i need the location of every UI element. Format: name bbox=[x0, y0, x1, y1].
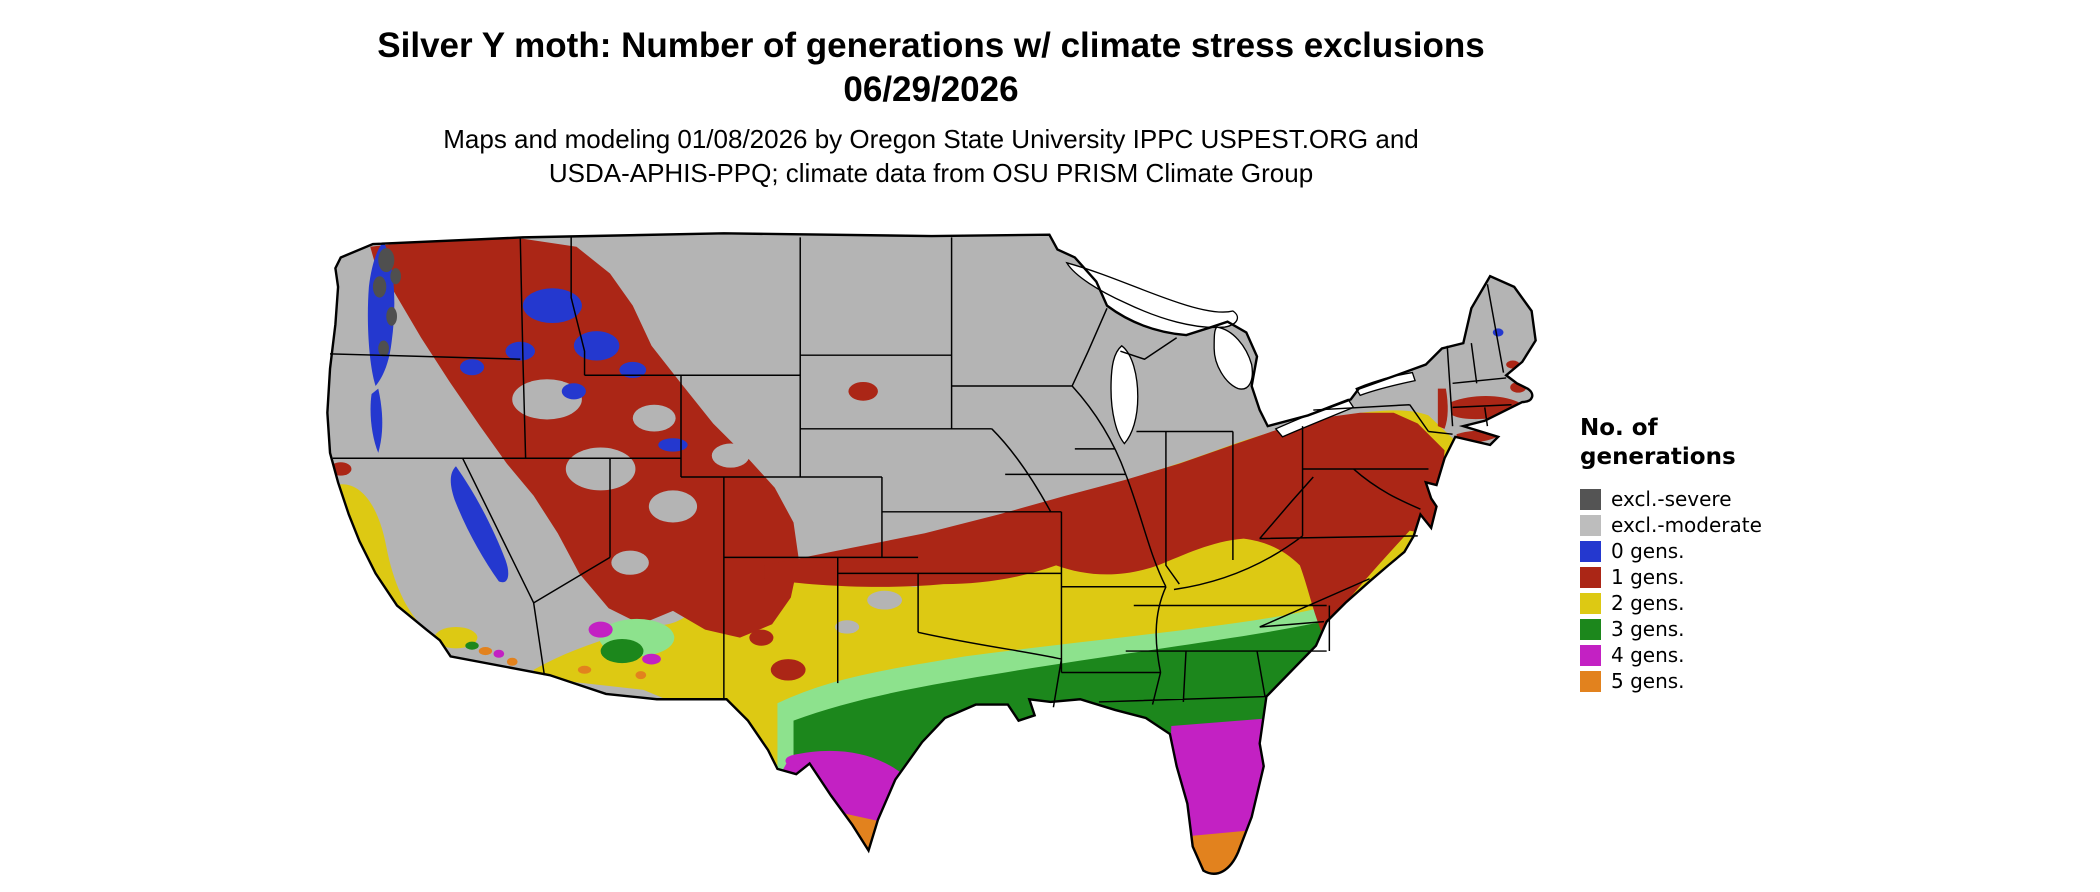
legend-item: 3 gens. bbox=[1580, 616, 1840, 642]
legend-swatch bbox=[1580, 592, 1601, 614]
legend-item-label: excl.-severe bbox=[1611, 487, 1732, 511]
legend-swatch bbox=[1580, 670, 1601, 692]
region-1gen-east-band bbox=[764, 412, 1448, 638]
legend-item-label: 5 gens. bbox=[1611, 669, 1685, 693]
legend-item-label: 0 gens. bbox=[1611, 539, 1685, 563]
lake-michigan bbox=[1110, 344, 1139, 445]
subtitle-block: Maps and modeling 01/08/2026 by Oregon S… bbox=[0, 122, 1862, 190]
legend-item: 5 gens. bbox=[1580, 668, 1840, 694]
legend-swatch bbox=[1580, 540, 1601, 562]
legend: No. of generations excl.-severe excl.-mod… bbox=[1580, 414, 1840, 694]
lake-huron bbox=[1213, 326, 1253, 390]
lake-superior bbox=[1065, 261, 1239, 329]
region-4gens-texas bbox=[764, 750, 907, 871]
legend-swatch bbox=[1580, 514, 1601, 536]
us-map-svg bbox=[326, 232, 1537, 875]
legend-item: excl.-severe bbox=[1580, 486, 1840, 512]
map-credits-line1: Maps and modeling 01/08/2026 by Oregon S… bbox=[443, 124, 1419, 154]
map-title: Silver Y moth: Number of generations w/ … bbox=[377, 26, 1485, 65]
legend-swatch bbox=[1580, 488, 1601, 510]
region-excl-severe bbox=[372, 248, 402, 357]
legend-items: excl.-severe excl.-moderate 0 gens. 1 gens.… bbox=[1580, 486, 1840, 694]
map-date: 06/29/2026 bbox=[843, 70, 1019, 109]
legend-item-label: excl.-moderate bbox=[1611, 513, 1762, 537]
legend-title-line1: No. of bbox=[1580, 415, 1658, 441]
legend-item: 1 gens. bbox=[1580, 564, 1840, 590]
legend-swatch bbox=[1580, 644, 1601, 666]
legend-title-line2: generations bbox=[1580, 444, 1736, 470]
region-socal-specks bbox=[330, 462, 518, 666]
region-5gens-florida-tip bbox=[1190, 830, 1249, 874]
legend-item-label: 4 gens. bbox=[1611, 643, 1685, 667]
legend-item-label: 2 gens. bbox=[1611, 591, 1685, 615]
us-generations-map bbox=[322, 228, 1541, 884]
legend-item: 2 gens. bbox=[1580, 590, 1840, 616]
legend-item: 4 gens. bbox=[1580, 642, 1840, 668]
legend-item: excl.-moderate bbox=[1580, 512, 1840, 538]
region-1gen-patches bbox=[749, 381, 878, 767]
legend-item-label: 1 gens. bbox=[1611, 565, 1685, 589]
region-2gens-california bbox=[334, 484, 434, 652]
legend-swatch bbox=[1580, 618, 1601, 640]
region-arizona-cluster bbox=[577, 618, 675, 680]
legend-item-label: 3 gens. bbox=[1611, 617, 1685, 641]
legend-swatch bbox=[1580, 566, 1601, 588]
region-1gen-west bbox=[370, 238, 799, 638]
map-credits-line2: USDA-APHIS-PPQ; climate data from OSU PR… bbox=[548, 158, 1314, 188]
legend-item: 0 gens. bbox=[1580, 538, 1840, 564]
state-borders bbox=[330, 237, 1512, 708]
title-block: Silver Y moth: Number of generations w/ … bbox=[0, 24, 1862, 112]
